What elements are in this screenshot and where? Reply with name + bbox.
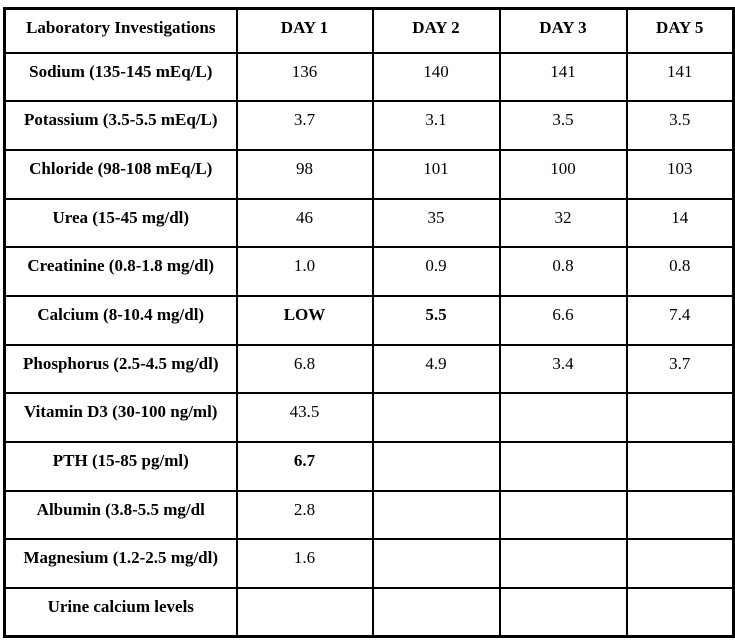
value-cell: 1.6: [235, 538, 374, 590]
table-row: Creatinine (0.8-1.8 mg/dl) 1.0 0.9 0.8 0.8: [3, 246, 735, 297]
column-header-lab-investigations: Laboratory Investigations: [3, 7, 238, 54]
value-cell: [625, 441, 735, 492]
value-cell: 7.4: [625, 294, 735, 346]
value-cell: 3.7: [235, 100, 374, 151]
row-label: Vitamin D3 (30-100 ng/ml): [3, 392, 238, 443]
value-cell: 4.9: [371, 343, 501, 395]
value-cell: [625, 489, 735, 541]
value-cell: [371, 489, 501, 541]
table-row: Albumin (3.8-5.5 mg/dl 2.8: [3, 489, 735, 541]
row-label: Chloride (98-108 mEq/L): [3, 148, 238, 200]
column-header-day-3: DAY 3: [498, 7, 628, 54]
value-cell: 141: [625, 51, 735, 103]
value-cell: 3.5: [625, 100, 735, 151]
value-cell: 0.8: [498, 246, 628, 297]
value-cell: 32: [498, 197, 628, 249]
table-row: Urea (15-45 mg/dl) 46 35 32 14: [3, 197, 735, 249]
value-cell: [235, 587, 374, 638]
value-cell: 6.8: [235, 343, 374, 395]
value-cell: 14: [625, 197, 735, 249]
row-label: Magnesium (1.2-2.5 mg/dl): [3, 538, 238, 590]
column-header-day-1: DAY 1: [235, 7, 374, 54]
value-cell: 100: [498, 148, 628, 200]
row-label: Albumin (3.8-5.5 mg/dl: [3, 489, 238, 541]
row-label: Phosphorus (2.5-4.5 mg/dl): [3, 343, 238, 395]
row-label: Sodium (135-145 mEq/L): [3, 51, 238, 103]
value-cell: 98: [235, 148, 374, 200]
value-cell: 3.7: [625, 343, 735, 395]
value-cell: 3.4: [498, 343, 628, 395]
value-cell: 35: [371, 197, 501, 249]
value-cell: 101: [371, 148, 501, 200]
lab-investigations-table: Laboratory Investigations DAY 1 DAY 2 DA…: [3, 7, 735, 639]
column-header-day-5: DAY 5: [625, 7, 735, 54]
row-label: Urine calcium levels: [3, 587, 238, 638]
table-row: Sodium (135-145 mEq/L) 136 140 141 141: [3, 51, 735, 103]
table-row: Phosphorus (2.5-4.5 mg/dl) 6.8 4.9 3.4 3.7: [3, 343, 735, 395]
value-cell: 140: [371, 51, 501, 103]
value-cell: [371, 587, 501, 638]
table-row: Vitamin D3 (30-100 ng/ml) 43.5: [3, 392, 735, 443]
value-cell: 5.5: [371, 294, 501, 346]
value-cell: 0.8: [625, 246, 735, 297]
value-cell: [625, 538, 735, 590]
row-label: PTH (15-85 pg/ml): [3, 441, 238, 492]
value-cell: 43.5: [235, 392, 374, 443]
value-cell: 0.9: [371, 246, 501, 297]
value-cell: 3.1: [371, 100, 501, 151]
value-cell: 6.6: [498, 294, 628, 346]
table-row: PTH (15-85 pg/ml) 6.7: [3, 441, 735, 492]
value-cell: [498, 441, 628, 492]
value-cell: 1.0: [235, 246, 374, 297]
value-cell: [498, 538, 628, 590]
table-row: Chloride (98-108 mEq/L) 98 101 100 103: [3, 148, 735, 200]
table-row: Magnesium (1.2-2.5 mg/dl) 1.6: [3, 538, 735, 590]
value-cell: 136: [235, 51, 374, 103]
value-cell: 46: [235, 197, 374, 249]
row-label: Calcium (8-10.4 mg/dl): [3, 294, 238, 346]
value-cell: [371, 392, 501, 443]
table-row: Urine calcium levels: [3, 587, 735, 638]
value-cell: 6.7: [235, 441, 374, 492]
row-label: Creatinine (0.8-1.8 mg/dl): [3, 246, 238, 297]
value-cell: 3.5: [498, 100, 628, 151]
column-header-day-2: DAY 2: [371, 7, 501, 54]
value-cell: 141: [498, 51, 628, 103]
value-cell: [498, 392, 628, 443]
value-cell: [625, 587, 735, 638]
row-label: Urea (15-45 mg/dl): [3, 197, 238, 249]
table-row: Calcium (8-10.4 mg/dl) LOW 5.5 6.6 7.4: [3, 294, 735, 346]
row-label: Potassium (3.5-5.5 mEq/L): [3, 100, 238, 151]
value-cell: [498, 587, 628, 638]
value-cell: LOW: [235, 294, 374, 346]
value-cell: 2.8: [235, 489, 374, 541]
table-body: Sodium (135-145 mEq/L) 136 140 141 141 Potass…: [3, 51, 735, 638]
value-cell: [371, 538, 501, 590]
header-row: Laboratory Investigations DAY 1 DAY 2 DA…: [3, 7, 735, 54]
value-cell: [498, 489, 628, 541]
value-cell: 103: [625, 148, 735, 200]
value-cell: [371, 441, 501, 492]
table-row: Potassium (3.5-5.5 mEq/L) 3.7 3.1 3.5 3.5: [3, 100, 735, 151]
value-cell: [625, 392, 735, 443]
